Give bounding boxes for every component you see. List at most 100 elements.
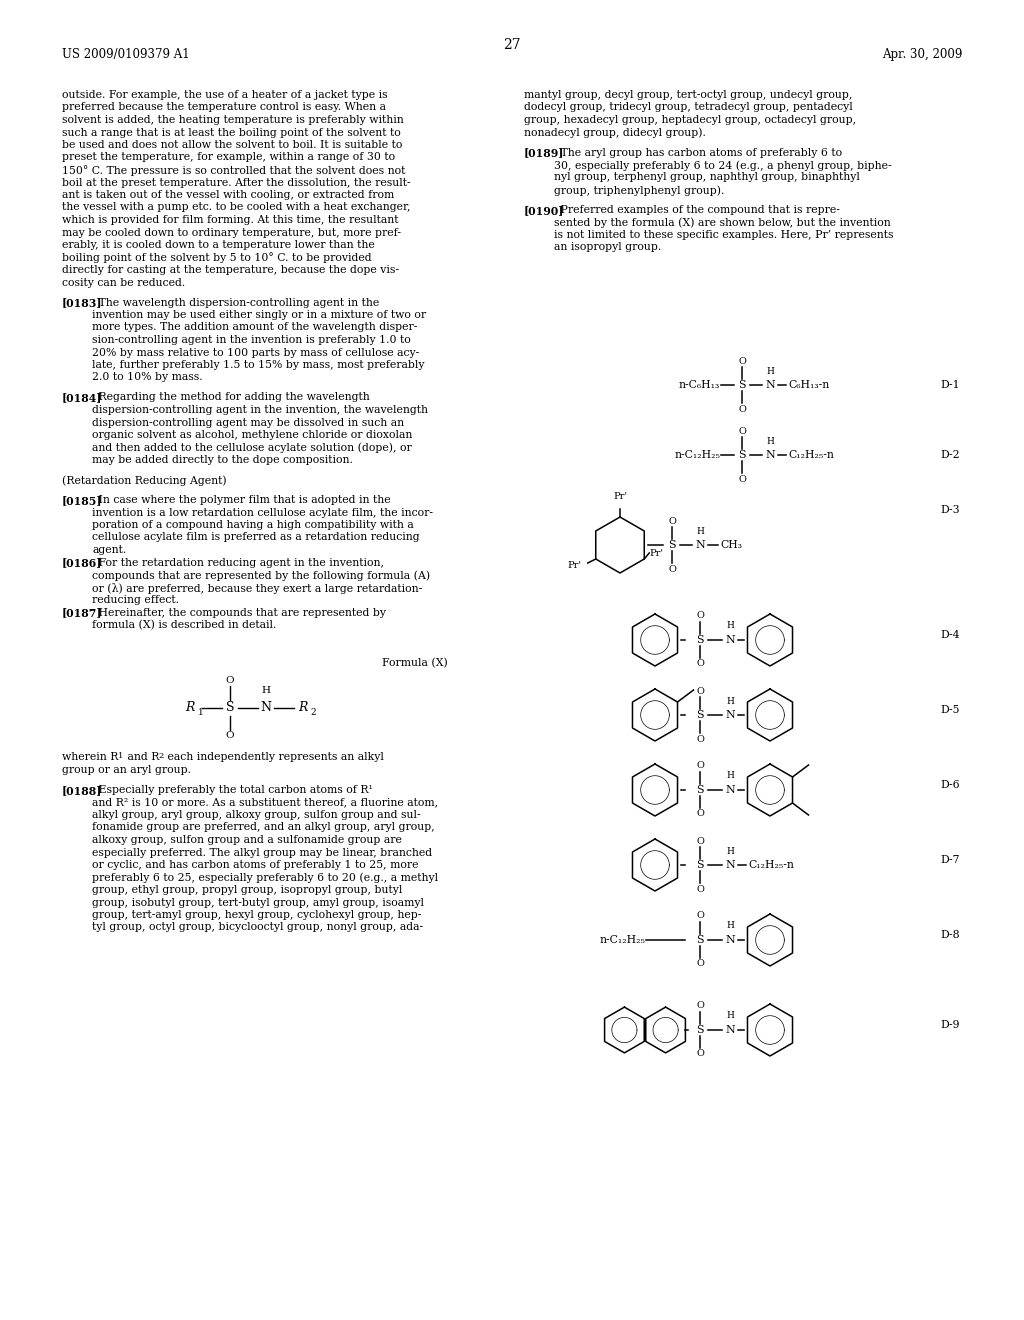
Text: boil at the preset temperature. After the dissolution, the result-: boil at the preset temperature. After th… — [62, 177, 411, 187]
Text: O: O — [696, 1002, 703, 1011]
Text: alkoxy group, sulfon group and a sulfonamide group are: alkoxy group, sulfon group and a sulfona… — [92, 836, 402, 845]
Text: agent.: agent. — [92, 545, 127, 554]
Text: Pr': Pr' — [567, 561, 582, 569]
Text: outside. For example, the use of a heater of a jacket type is: outside. For example, the use of a heate… — [62, 90, 388, 100]
Text: O: O — [738, 356, 745, 366]
Text: [0185]: [0185] — [62, 495, 102, 506]
Text: ant is taken out of the vessel with cooling, or extracted from: ant is taken out of the vessel with cool… — [62, 190, 394, 201]
Text: 1: 1 — [118, 751, 123, 759]
Text: preferably 6 to 25, especially preferably 6 to 20 (e.g., a methyl: preferably 6 to 25, especially preferabl… — [92, 873, 438, 883]
Text: group, tert-amyl group, hexyl group, cyclohexyl group, hep-: group, tert-amyl group, hexyl group, cyc… — [92, 909, 422, 920]
Text: H: H — [696, 527, 703, 536]
Text: or (λ) are preferred, because they exert a large retardation-: or (λ) are preferred, because they exert… — [92, 582, 423, 594]
Text: N: N — [725, 861, 735, 870]
Text: O: O — [738, 404, 745, 413]
Text: may be cooled down to ordinary temperature, but, more pref-: may be cooled down to ordinary temperatu… — [62, 227, 401, 238]
Text: (Retardation Reducing Agent): (Retardation Reducing Agent) — [62, 475, 226, 486]
Text: boiling point of the solvent by 5 to 10° C. to be provided: boiling point of the solvent by 5 to 10°… — [62, 252, 372, 264]
Text: the vessel with a pump etc. to be cooled with a heat exchanger,: the vessel with a pump etc. to be cooled… — [62, 202, 411, 213]
Text: erably, it is cooled down to a temperature lower than the: erably, it is cooled down to a temperatu… — [62, 240, 375, 249]
Text: n-C₁₂H₂₅: n-C₁₂H₂₅ — [599, 935, 645, 945]
Text: sented by the formula (X) are shown below, but the invention: sented by the formula (X) are shown belo… — [554, 218, 891, 228]
Text: In case where the polymer film that is adopted in the: In case where the polymer film that is a… — [88, 495, 391, 506]
Text: D-8: D-8 — [940, 931, 961, 940]
Text: Especially preferably the total carbon atoms of R¹: Especially preferably the total carbon a… — [88, 785, 373, 795]
Text: The aryl group has carbon atoms of preferably 6 to: The aryl group has carbon atoms of prefe… — [550, 148, 842, 157]
Text: Formula (X): Formula (X) — [382, 657, 449, 668]
Text: R: R — [185, 701, 195, 714]
Text: 2: 2 — [310, 708, 315, 717]
Text: D-9: D-9 — [940, 1020, 961, 1030]
Text: N: N — [765, 380, 775, 389]
Text: group, isobutyl group, tert-butyl group, amyl group, isoamyl: group, isobutyl group, tert-butyl group,… — [92, 898, 425, 908]
Text: O: O — [696, 960, 703, 969]
Text: CH₃: CH₃ — [720, 540, 742, 550]
Text: 2: 2 — [158, 751, 163, 759]
Text: O: O — [696, 884, 703, 894]
Text: O: O — [696, 611, 703, 620]
Text: which is provided for film forming. At this time, the resultant: which is provided for film forming. At t… — [62, 215, 398, 224]
Text: H: H — [726, 697, 734, 705]
Text: S: S — [696, 710, 703, 719]
Text: 30, especially preferably 6 to 24 (e.g., a phenyl group, biphe-: 30, especially preferably 6 to 24 (e.g.,… — [554, 160, 892, 170]
Text: nyl group, terphenyl group, naphthyl group, binaphthyl: nyl group, terphenyl group, naphthyl gro… — [554, 173, 860, 182]
Text: tyl group, octyl group, bicyclooctyl group, nonyl group, ada-: tyl group, octyl group, bicyclooctyl gro… — [92, 923, 424, 932]
Text: group, triphenylphenyl group).: group, triphenylphenyl group). — [554, 185, 725, 195]
Text: D-6: D-6 — [940, 780, 961, 789]
Text: Preferred examples of the compound that is repre-: Preferred examples of the compound that … — [550, 205, 840, 215]
Text: Pr': Pr' — [613, 492, 627, 502]
Text: Regarding the method for adding the wavelength: Regarding the method for adding the wave… — [88, 392, 370, 403]
Text: alkyl group, aryl group, alkoxy group, sulfon group and sul-: alkyl group, aryl group, alkoxy group, s… — [92, 810, 421, 820]
Text: organic solvent as alcohol, methylene chloride or dioxolan: organic solvent as alcohol, methylene ch… — [92, 430, 413, 440]
Text: N: N — [725, 935, 735, 945]
Text: cosity can be reduced.: cosity can be reduced. — [62, 277, 185, 288]
Text: compounds that are represented by the following formula (A): compounds that are represented by the fo… — [92, 570, 430, 581]
Text: group, ethyl group, propyl group, isopropyl group, butyl: group, ethyl group, propyl group, isopro… — [92, 884, 402, 895]
Text: O: O — [696, 837, 703, 846]
Text: H: H — [726, 846, 734, 855]
Text: invention may be used either singly or in a mixture of two or: invention may be used either singly or i… — [92, 310, 427, 319]
Text: C₁₂H₂₅-n: C₁₂H₂₅-n — [788, 450, 834, 459]
Text: reducing effect.: reducing effect. — [92, 595, 179, 605]
Text: The wavelength dispersion-controlling agent in the: The wavelength dispersion-controlling ag… — [88, 297, 379, 308]
Text: may be added directly to the dope composition.: may be added directly to the dope compos… — [92, 455, 353, 465]
Text: O: O — [696, 660, 703, 668]
Text: cellulose acylate film is preferred as a retardation reducing: cellulose acylate film is preferred as a… — [92, 532, 420, 543]
Text: S: S — [738, 380, 745, 389]
Text: N: N — [725, 785, 735, 795]
Text: mantyl group, decyl group, tert-octyl group, undecyl group,: mantyl group, decyl group, tert-octyl gr… — [524, 90, 852, 100]
Text: O: O — [696, 734, 703, 743]
Text: S: S — [669, 540, 676, 550]
Text: 1: 1 — [198, 708, 204, 717]
Text: S: S — [225, 701, 234, 714]
Text: C₆H₁₃-n: C₆H₁₃-n — [788, 380, 829, 389]
Text: N: N — [725, 635, 735, 645]
Text: R: R — [298, 701, 307, 714]
Text: 2.0 to 10% by mass.: 2.0 to 10% by mass. — [92, 372, 203, 383]
Text: [0187]: [0187] — [62, 607, 102, 619]
Text: H: H — [766, 437, 774, 446]
Text: dispersion-controlling agent may be dissolved in such an: dispersion-controlling agent may be diss… — [92, 417, 404, 428]
Text: Hereinafter, the compounds that are represented by: Hereinafter, the compounds that are repr… — [88, 607, 386, 618]
Text: preferred because the temperature control is easy. When a: preferred because the temperature contro… — [62, 103, 386, 112]
Text: fonamide group are preferred, and an alkyl group, aryl group,: fonamide group are preferred, and an alk… — [92, 822, 435, 833]
Text: H: H — [726, 622, 734, 631]
Text: S: S — [696, 935, 703, 945]
Text: O: O — [668, 516, 676, 525]
Text: dispersion-controlling agent in the invention, the wavelength: dispersion-controlling agent in the inve… — [92, 405, 428, 414]
Text: especially preferred. The alkyl group may be linear, branched: especially preferred. The alkyl group ma… — [92, 847, 432, 858]
Text: n-C₁₂H₂₅: n-C₁₂H₂₅ — [674, 450, 720, 459]
Text: D-1: D-1 — [940, 380, 961, 389]
Text: [0186]: [0186] — [62, 557, 102, 569]
Text: N: N — [725, 710, 735, 719]
Text: or cyclic, and has carbon atoms of preferably 1 to 25, more: or cyclic, and has carbon atoms of prefe… — [92, 861, 419, 870]
Text: D-5: D-5 — [940, 705, 961, 715]
Text: D-3: D-3 — [940, 506, 961, 515]
Text: and then added to the cellulose acylate solution (dope), or: and then added to the cellulose acylate … — [92, 442, 413, 453]
Text: 20% by mass relative to 100 parts by mass of cellulose acy-: 20% by mass relative to 100 parts by mas… — [92, 347, 420, 358]
Text: formula (X) is described in detail.: formula (X) is described in detail. — [92, 620, 276, 631]
Text: group or an aryl group.: group or an aryl group. — [62, 766, 191, 775]
Text: 27: 27 — [503, 38, 521, 51]
Text: O: O — [738, 474, 745, 483]
Text: N: N — [765, 450, 775, 459]
